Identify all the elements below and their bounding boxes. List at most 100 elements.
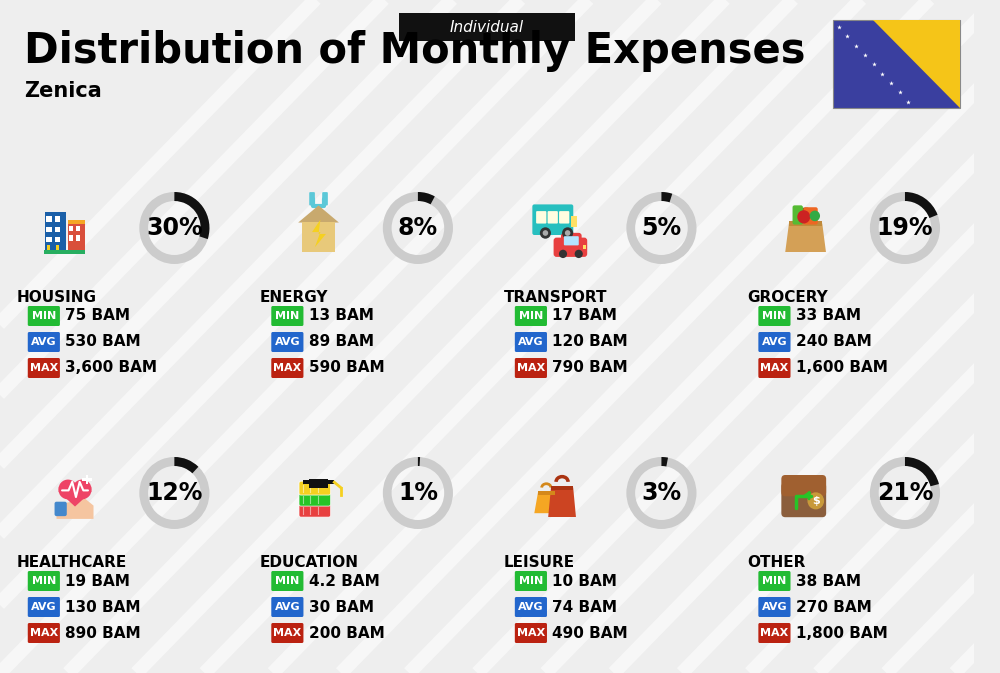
FancyBboxPatch shape <box>271 571 303 591</box>
Text: 530 BAM: 530 BAM <box>65 334 141 349</box>
Circle shape <box>540 227 551 239</box>
Circle shape <box>797 210 810 223</box>
Text: MIN: MIN <box>762 576 787 586</box>
Polygon shape <box>298 205 339 223</box>
FancyBboxPatch shape <box>571 216 577 227</box>
Text: 3%: 3% <box>641 481 681 505</box>
Text: 13 BAM: 13 BAM <box>309 308 374 324</box>
FancyBboxPatch shape <box>299 492 331 506</box>
Text: Distribution of Monthly Expenses: Distribution of Monthly Expenses <box>24 30 806 72</box>
FancyBboxPatch shape <box>28 623 60 643</box>
Text: MIN: MIN <box>519 576 543 586</box>
Text: 21%: 21% <box>877 481 933 505</box>
FancyBboxPatch shape <box>303 480 334 485</box>
Text: 12%: 12% <box>146 481 203 505</box>
Wedge shape <box>418 457 420 466</box>
FancyBboxPatch shape <box>758 358 791 378</box>
Wedge shape <box>905 192 938 218</box>
FancyBboxPatch shape <box>515 571 547 591</box>
Text: MAX: MAX <box>273 628 301 638</box>
Text: 38 BAM: 38 BAM <box>796 573 861 588</box>
FancyBboxPatch shape <box>538 491 555 495</box>
FancyBboxPatch shape <box>55 237 60 242</box>
FancyBboxPatch shape <box>55 501 67 516</box>
Text: 240 BAM: 240 BAM <box>796 334 872 349</box>
FancyBboxPatch shape <box>271 623 303 643</box>
Text: 4.2 BAM: 4.2 BAM <box>309 573 380 588</box>
FancyBboxPatch shape <box>46 237 52 242</box>
Text: 19 BAM: 19 BAM <box>65 573 130 588</box>
Text: AVG: AVG <box>762 602 787 612</box>
FancyBboxPatch shape <box>561 233 582 248</box>
FancyBboxPatch shape <box>583 246 586 249</box>
FancyBboxPatch shape <box>564 236 579 246</box>
Text: AVG: AVG <box>275 602 300 612</box>
Text: $: $ <box>812 496 820 506</box>
Polygon shape <box>785 223 826 252</box>
Text: MIN: MIN <box>32 576 56 586</box>
Text: 1,800 BAM: 1,800 BAM <box>796 625 888 641</box>
Text: 10 BAM: 10 BAM <box>552 573 617 588</box>
FancyBboxPatch shape <box>28 332 60 352</box>
Circle shape <box>559 250 567 258</box>
Wedge shape <box>905 457 939 487</box>
Text: MIN: MIN <box>275 576 299 586</box>
Text: AVG: AVG <box>518 602 544 612</box>
FancyBboxPatch shape <box>781 475 826 496</box>
Text: 270 BAM: 270 BAM <box>796 600 872 614</box>
Text: MAX: MAX <box>517 363 545 373</box>
Circle shape <box>810 211 820 221</box>
Wedge shape <box>870 192 940 264</box>
Polygon shape <box>56 498 94 519</box>
Text: MAX: MAX <box>760 628 789 638</box>
Text: 30 BAM: 30 BAM <box>309 600 374 614</box>
FancyBboxPatch shape <box>515 332 547 352</box>
Wedge shape <box>139 457 209 529</box>
Text: 130 BAM: 130 BAM <box>65 600 141 614</box>
FancyBboxPatch shape <box>56 246 59 252</box>
Wedge shape <box>383 457 453 529</box>
FancyBboxPatch shape <box>804 207 818 225</box>
Text: 120 BAM: 120 BAM <box>552 334 628 349</box>
FancyBboxPatch shape <box>46 216 52 221</box>
Text: 19%: 19% <box>877 216 933 240</box>
Text: 790 BAM: 790 BAM <box>552 361 628 376</box>
FancyBboxPatch shape <box>299 503 331 517</box>
Polygon shape <box>58 491 92 507</box>
FancyBboxPatch shape <box>548 211 558 223</box>
Text: HEALTHCARE: HEALTHCARE <box>17 555 127 570</box>
Polygon shape <box>873 20 960 108</box>
FancyBboxPatch shape <box>833 20 960 108</box>
Circle shape <box>72 480 92 499</box>
FancyBboxPatch shape <box>271 597 303 617</box>
FancyBboxPatch shape <box>69 236 73 241</box>
Polygon shape <box>312 219 326 247</box>
Text: MIN: MIN <box>275 311 299 321</box>
Circle shape <box>58 480 78 499</box>
Wedge shape <box>661 192 672 203</box>
FancyBboxPatch shape <box>28 571 60 591</box>
Circle shape <box>807 493 824 509</box>
FancyBboxPatch shape <box>299 481 331 495</box>
Wedge shape <box>870 457 940 529</box>
FancyBboxPatch shape <box>515 623 547 643</box>
FancyBboxPatch shape <box>515 597 547 617</box>
FancyBboxPatch shape <box>551 486 573 490</box>
FancyBboxPatch shape <box>76 236 80 241</box>
Text: 1,600 BAM: 1,600 BAM <box>796 361 888 376</box>
Circle shape <box>575 250 583 258</box>
Text: 17 BAM: 17 BAM <box>552 308 617 324</box>
Text: MIN: MIN <box>519 311 543 321</box>
Text: 33 BAM: 33 BAM <box>796 308 861 324</box>
FancyBboxPatch shape <box>322 192 328 205</box>
FancyBboxPatch shape <box>758 623 791 643</box>
Text: GROCERY: GROCERY <box>747 290 828 305</box>
Text: HOUSING: HOUSING <box>17 290 97 305</box>
Wedge shape <box>174 457 198 473</box>
FancyBboxPatch shape <box>68 219 85 224</box>
Text: 890 BAM: 890 BAM <box>65 625 141 641</box>
FancyBboxPatch shape <box>758 306 791 326</box>
FancyBboxPatch shape <box>515 306 547 326</box>
Wedge shape <box>626 192 696 264</box>
FancyBboxPatch shape <box>532 205 573 235</box>
